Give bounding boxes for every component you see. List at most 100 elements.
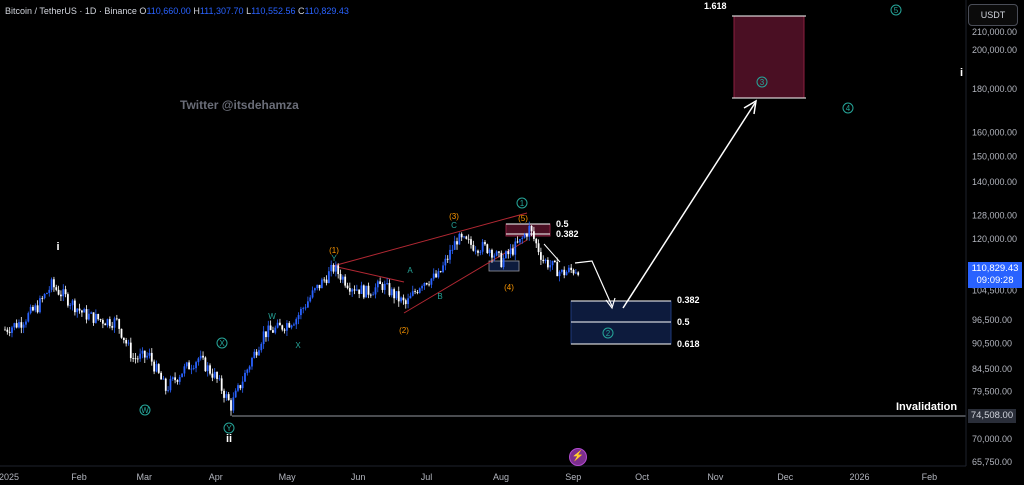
candle-body [4,329,6,331]
candle-body [71,300,74,306]
candle-body [386,283,389,284]
candle-body [150,352,153,362]
candle-body [423,282,426,286]
candle-body [463,236,465,238]
candle-body [435,273,437,278]
candle-body [344,276,347,286]
candle-body [206,365,209,372]
candle-body [479,251,482,253]
candle-body [146,355,149,358]
candle-body [528,225,531,237]
candle-body [13,323,16,328]
candle-body [127,342,130,344]
candle-body [129,342,132,359]
invalidation-label: Invalidation [896,401,958,413]
candle-body [237,385,239,391]
candle-body [470,239,472,245]
candle-body [50,279,53,290]
candle-body [25,321,27,325]
wave-label: (1) [329,246,339,255]
candle-body [115,318,118,320]
candle-body [372,294,375,296]
candle-body [395,291,398,299]
wave-label: (3) [449,212,459,221]
candle-body [139,353,142,359]
candle-body [565,271,568,276]
candle-body [167,390,169,392]
candle-body [560,269,563,272]
candle-body [553,260,556,263]
candle-body [134,358,137,360]
candle-body [29,306,32,314]
time-tick-label: Jul [421,472,433,482]
wave-label: (4) [504,283,514,292]
price-tick-label: 150,000.00 [972,152,1017,162]
candle-body [192,368,195,369]
candle-body [141,350,144,354]
candle-body [157,364,160,373]
candle-body [567,267,570,272]
candle-body [148,352,151,356]
time-tick-label: 2025 [0,472,19,482]
candle-body [358,289,361,294]
candle-body [64,289,67,295]
candle-body [365,285,368,298]
wave-circle [139,404,151,416]
candle-body [542,259,545,262]
candle-body [190,368,193,370]
candle-body [262,331,265,345]
currency-button[interactable]: USDT [968,4,1018,26]
flash-icon[interactable]: ⚡ [569,448,587,466]
candle-body [449,249,451,260]
watermark-text: Twitter @itsdehamza [180,98,299,112]
candle-body [341,276,344,280]
high-label: H [193,6,200,16]
candle-body [351,289,354,292]
candle-body [18,322,20,328]
candle-body [53,279,55,288]
candle-body [290,325,293,328]
candle-body [232,397,235,411]
candle-body [537,243,540,253]
candle-body [90,312,93,314]
candle-body [276,322,279,328]
candle-body [327,271,330,284]
low-value: 110,552.56 [251,6,296,16]
price-tick-label: 160,000.00 [972,128,1017,138]
high-value: 111,307.70 [199,6,244,16]
candle-body [178,377,181,382]
candle-body [234,390,237,398]
price-tick-label: 96,500.00 [972,315,1012,325]
candle-body [106,319,109,326]
candle-body [83,309,86,313]
price-tick-label: 140,000.00 [972,177,1017,187]
candle-body [330,264,333,272]
candle-body [265,331,267,338]
candle-body [309,297,312,302]
price-tick-label: 90,500.00 [972,339,1012,349]
candle-body [486,244,489,254]
candle-body [572,269,575,274]
candle-body [383,283,386,290]
candle-body [523,234,526,238]
candle-body [164,378,167,391]
candle-body [104,323,107,326]
candle-body [481,242,484,252]
symbol-title[interactable]: Bitcoin / TetherUS · 1D · Binance [5,6,137,16]
candle-body [41,298,44,299]
wave-label: 4 [846,104,851,113]
candle-body [267,325,270,338]
candle-body [339,274,342,280]
target-zone-box[interactable] [733,15,805,99]
candle-body [269,325,272,331]
candle-body [153,361,156,372]
candle-body [369,294,372,296]
candle-body [574,272,577,274]
wave-circle [756,76,768,88]
candle-body [230,400,232,411]
candle-body [530,225,533,232]
candle-body [293,324,295,326]
candle-body [288,323,291,328]
time-tick-label: 2026 [849,472,869,482]
